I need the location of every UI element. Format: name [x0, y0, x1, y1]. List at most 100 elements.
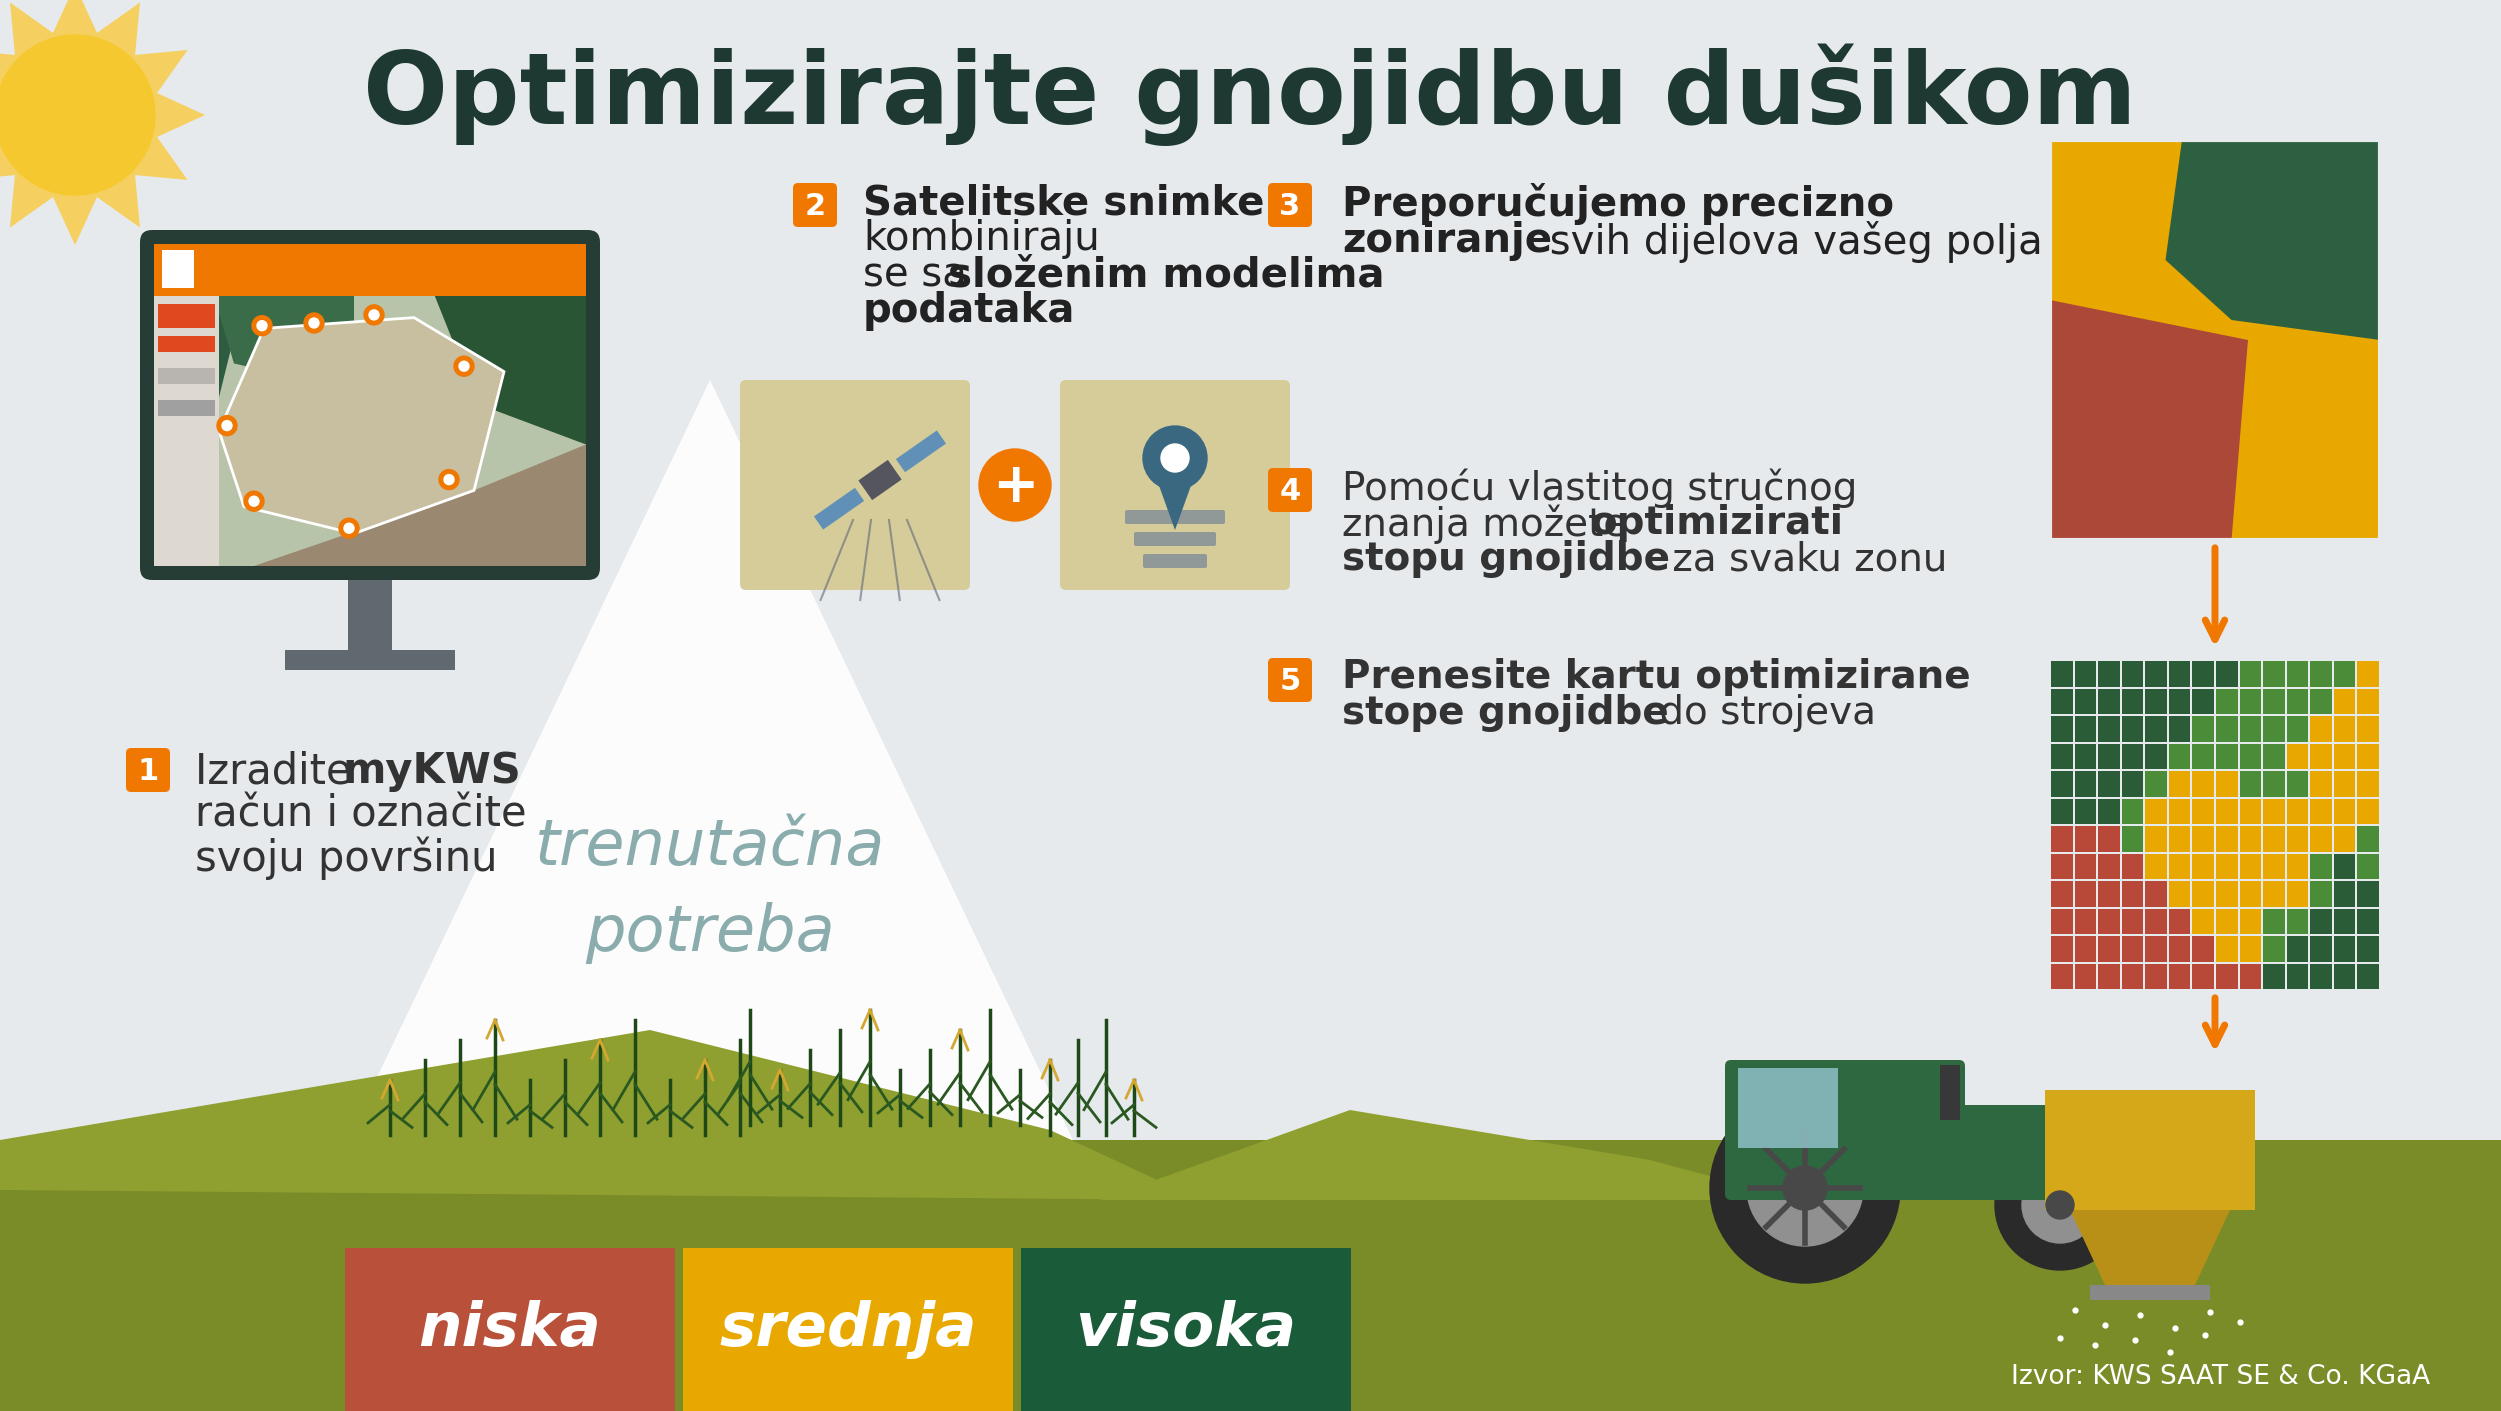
Bar [2193, 770, 2213, 796]
Bar [2098, 770, 2121, 796]
FancyBboxPatch shape [1125, 509, 1225, 523]
FancyBboxPatch shape [1268, 468, 1313, 512]
Polygon shape [255, 444, 585, 566]
Bar [2121, 825, 2143, 851]
Bar [2238, 744, 2261, 769]
Bar [2193, 909, 2213, 934]
Polygon shape [215, 296, 355, 404]
Bar [2051, 799, 2073, 824]
Bar [2098, 854, 2121, 879]
Bar [2333, 660, 2356, 687]
Bar [2146, 854, 2166, 879]
Text: srednja: srednja [720, 1300, 978, 1359]
Polygon shape [0, 131, 23, 181]
Bar [2121, 909, 2143, 934]
Text: 2: 2 [805, 192, 825, 220]
Bar [2146, 689, 2166, 714]
Bar [2286, 660, 2308, 687]
FancyBboxPatch shape [1060, 380, 1291, 590]
Bar [2216, 689, 2238, 714]
Bar [158, 303, 215, 327]
Bar [2263, 935, 2286, 961]
Bar [2333, 880, 2356, 906]
Circle shape [340, 518, 360, 538]
Bar [2193, 744, 2213, 769]
Bar [2286, 825, 2308, 851]
Bar [2073, 825, 2096, 851]
Polygon shape [0, 1030, 1200, 1199]
Bar [2358, 825, 2378, 851]
Bar [2121, 660, 2143, 687]
Bar [2238, 715, 2261, 742]
Bar [2216, 799, 2238, 824]
Bar [2121, 935, 2143, 961]
Text: 1: 1 [138, 756, 158, 786]
Circle shape [345, 523, 355, 533]
Bar [2168, 935, 2191, 961]
Bar [2216, 935, 2238, 961]
Polygon shape [10, 168, 58, 227]
Bar [2238, 909, 2261, 934]
Bar [2121, 744, 2143, 769]
Polygon shape [1158, 480, 1193, 531]
Bar [2286, 854, 2308, 879]
Bar [2286, 935, 2308, 961]
Bar [2146, 825, 2166, 851]
Bar [2193, 689, 2213, 714]
Bar [2073, 715, 2096, 742]
Bar [2333, 770, 2356, 796]
Circle shape [305, 313, 325, 333]
Bar [2263, 909, 2286, 934]
Bar [2193, 964, 2213, 989]
FancyBboxPatch shape [140, 230, 600, 580]
Bar [2286, 689, 2308, 714]
FancyBboxPatch shape [125, 748, 170, 792]
Text: Pomoću vlastitog stručnog: Pomoću vlastitog stručnog [1343, 468, 1858, 508]
Bar [2146, 964, 2166, 989]
Bar [2286, 880, 2308, 906]
Bar [2333, 825, 2356, 851]
Bar [2046, 1091, 2256, 1211]
Bar [2333, 909, 2356, 934]
Bar [2216, 880, 2238, 906]
Bar [683, 1247, 1013, 1411]
Circle shape [310, 317, 320, 327]
Bar [2193, 799, 2213, 824]
Bar [2311, 715, 2331, 742]
Text: 5: 5 [1281, 666, 1301, 696]
Circle shape [1143, 426, 1208, 490]
Bar [2193, 854, 2213, 879]
Circle shape [1783, 1165, 1828, 1211]
Bar [158, 399, 215, 416]
Bar [2051, 880, 2073, 906]
Bar [2168, 744, 2191, 769]
Bar [2216, 964, 2238, 989]
Bar [2238, 935, 2261, 961]
Bar [2263, 854, 2286, 879]
Bar [2073, 909, 2096, 934]
Bar [2051, 854, 2073, 879]
Text: niska: niska [418, 1300, 600, 1359]
Bar [2311, 854, 2331, 879]
Bar [2146, 799, 2166, 824]
Bar [2333, 689, 2356, 714]
Bar [163, 250, 195, 288]
Bar [2121, 854, 2143, 879]
Bar [2051, 935, 2073, 961]
Bar [2051, 909, 2073, 934]
Bar [345, 1247, 675, 1411]
Polygon shape [220, 317, 505, 533]
Bar [2216, 660, 2238, 687]
Bar [2358, 880, 2378, 906]
Bar [155, 296, 585, 566]
Bar [2238, 770, 2261, 796]
Bar [2121, 689, 2143, 714]
Bar [2146, 909, 2166, 934]
Bar [2146, 715, 2166, 742]
Bar [2311, 689, 2331, 714]
Bar [2121, 770, 2143, 796]
Bar [2286, 964, 2308, 989]
Bar [2168, 825, 2191, 851]
Bar [2358, 799, 2378, 824]
Text: visoka: visoka [1075, 1300, 1296, 1359]
